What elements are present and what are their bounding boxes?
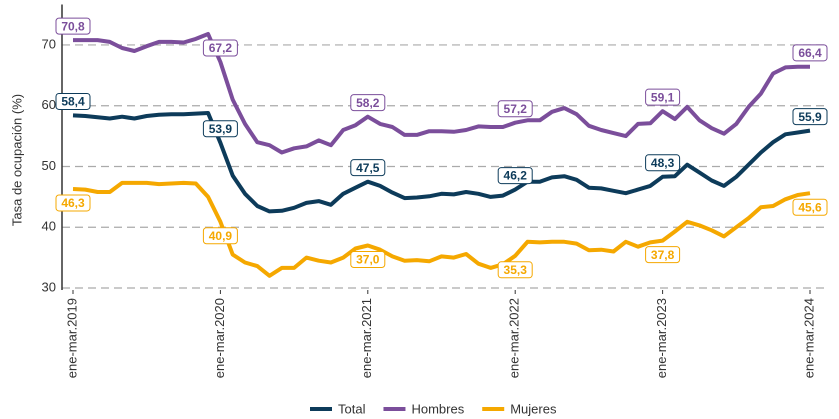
value-label-box (55, 17, 91, 35)
series-line (72, 111, 811, 214)
value-label: 40,9 (202, 227, 238, 245)
value-label-box (645, 246, 681, 264)
value-label: 53,9 (202, 120, 238, 138)
y-tick-label: 70 (42, 36, 56, 51)
value-label-text: 70,8 (61, 19, 85, 33)
value-label-box (202, 39, 238, 57)
value-label-box (350, 250, 386, 268)
value-label-box (792, 108, 828, 126)
y-axis-label: Tasa de ocupación (%) (9, 94, 24, 226)
value-label: 48,3 (645, 154, 681, 172)
series-line (73, 32, 810, 155)
legend-label: Mujeres (510, 401, 557, 416)
value-label-text: 45,6 (798, 200, 822, 214)
value-label: 37,0 (350, 250, 386, 268)
value-label-text: 35,3 (504, 263, 528, 277)
x-tick-label: ene-mar.2021 (359, 298, 374, 378)
value-label: 67,2 (202, 39, 238, 57)
value-label-box (55, 92, 91, 110)
value-label: 57,2 (497, 100, 533, 118)
value-label: 47,5 (350, 159, 386, 177)
value-label-text: 47,5 (356, 161, 380, 175)
value-label: 35,3 (497, 261, 533, 279)
value-label: 37,8 (645, 246, 681, 264)
value-label-box (350, 159, 386, 177)
value-label-text: 40,9 (209, 229, 233, 243)
value-label-box (202, 227, 238, 245)
value-label-text: 37,8 (651, 248, 675, 262)
value-label: 66,4 (792, 44, 828, 62)
value-label-text: 67,2 (209, 41, 233, 55)
value-label-text: 48,3 (651, 156, 675, 170)
y-tick-label: 60 (42, 97, 56, 112)
y-tick-label: 40 (42, 219, 56, 234)
value-label-box (792, 44, 828, 62)
value-label-box (55, 194, 91, 212)
value-label: 55,9 (792, 108, 828, 126)
value-label: 45,6 (792, 198, 828, 216)
value-label-box (645, 154, 681, 172)
value-label-box (645, 88, 681, 106)
value-label-text: 53,9 (209, 122, 233, 136)
value-label-text: 46,2 (504, 169, 528, 183)
y-tick-label: 30 (42, 279, 56, 294)
value-label-text: 59,1 (651, 90, 675, 104)
legend-label: Total (338, 401, 366, 416)
value-label: 70,8 (55, 17, 91, 35)
value-label: 46,2 (497, 167, 533, 185)
value-label: 46,3 (55, 194, 91, 212)
legend-label: Hombres (411, 401, 464, 416)
series-line (72, 180, 811, 278)
value-label: 58,2 (350, 94, 386, 112)
x-tick-label: ene-mar.2020 (212, 298, 227, 378)
x-tick-label: ene-mar.2024 (801, 298, 816, 378)
y-tick-label: 50 (42, 158, 56, 173)
value-label-box (497, 167, 533, 185)
value-label-text: 55,9 (798, 110, 822, 124)
value-label-box (497, 261, 533, 279)
value-label: 58,4 (55, 92, 91, 110)
x-tick-label: ene-mar.2023 (654, 298, 669, 378)
x-tick-label: ene-mar.2022 (507, 298, 522, 378)
value-label-text: 37,0 (356, 253, 380, 267)
value-label-text: 46,3 (61, 196, 85, 210)
x-tick-label: ene-mar.2019 (64, 298, 79, 378)
value-label-box (497, 100, 533, 118)
value-label-box (202, 120, 238, 138)
value-label-box (792, 198, 828, 216)
value-label-box (350, 94, 386, 112)
value-label-text: 58,4 (61, 95, 85, 109)
value-label-text: 66,4 (798, 46, 822, 60)
value-label-text: 57,2 (504, 102, 528, 116)
value-label: 59,1 (645, 88, 681, 106)
value-label-text: 58,2 (356, 96, 380, 110)
